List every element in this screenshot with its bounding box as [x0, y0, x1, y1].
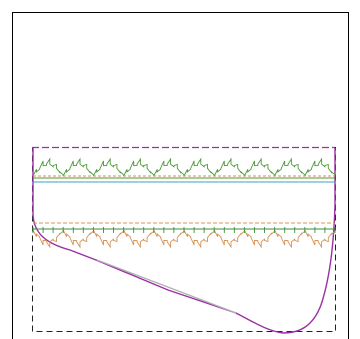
- bottom-scallop: [243, 229, 276, 249]
- top-scallop: [32, 157, 64, 177]
- top-scallop: [92, 157, 125, 177]
- top-scallop: [213, 157, 245, 177]
- top-scallop: [243, 157, 276, 177]
- diagonal-seam: [96, 259, 237, 314]
- bottom-scallop: [213, 229, 245, 249]
- bottom-scallop: [304, 229, 336, 249]
- top-scallop: [153, 157, 185, 177]
- bottom-scallop: [183, 229, 215, 249]
- bottom-scallop: [153, 229, 185, 249]
- bottom-scallop: [32, 229, 64, 249]
- top-scallop: [123, 157, 155, 177]
- bottom-stitch-band: [32, 227, 336, 249]
- bottom-scallop: [123, 229, 155, 249]
- bottom-scallop: [62, 229, 94, 249]
- top-scallop: [183, 157, 215, 177]
- envelope-outline: [32, 148, 336, 334]
- bottom-scallop: [274, 229, 306, 249]
- top-scallop: [62, 157, 94, 177]
- top-scallop: [274, 157, 306, 177]
- top-stitch-band: [32, 157, 336, 177]
- bottom-scallop: [92, 229, 125, 249]
- outer-frame: [12, 12, 349, 339]
- top-scallop: [304, 157, 336, 177]
